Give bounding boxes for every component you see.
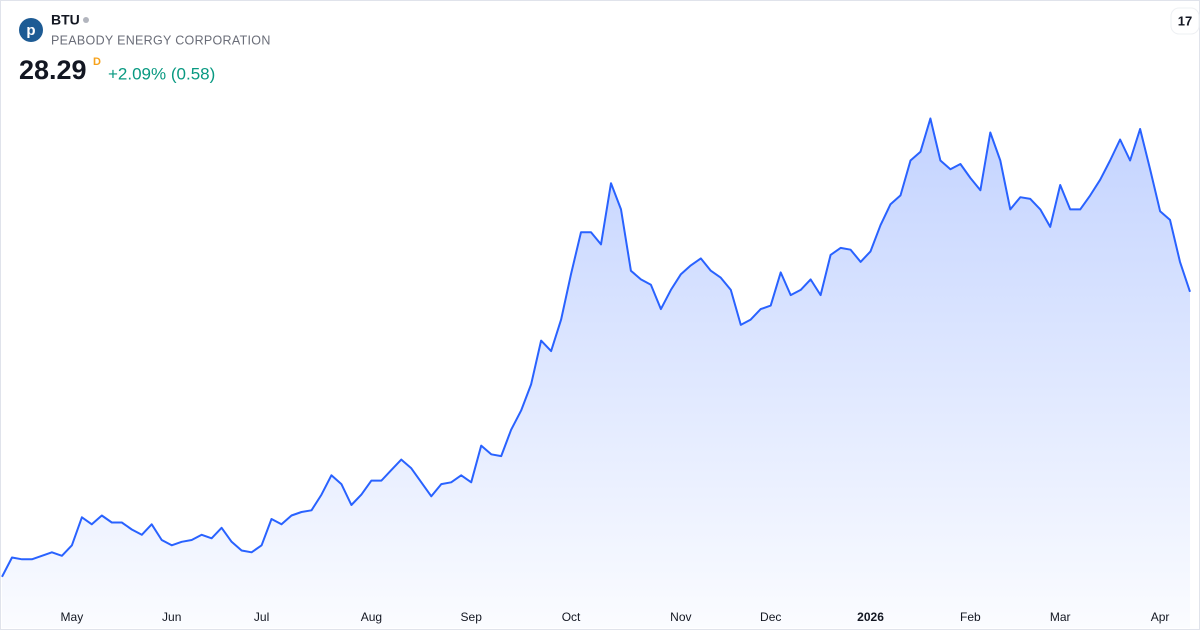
x-tick-label: Feb: [960, 610, 981, 624]
x-tick-label: Nov: [670, 610, 691, 624]
x-tick-label: May: [61, 610, 84, 624]
change: +2.09% (0.58): [108, 64, 215, 83]
x-tick-label: Mar: [1050, 610, 1071, 624]
x-tick-label: Sep: [461, 610, 483, 624]
price: 28.29: [19, 55, 87, 85]
x-tick-label: Oct: [562, 610, 581, 624]
interval: D: [93, 56, 101, 68]
x-tick-label: 2026: [857, 610, 884, 624]
x-tick-label: Jul: [254, 610, 269, 624]
x-tick-label: Dec: [760, 610, 781, 624]
x-tick-label: Apr: [1151, 610, 1170, 624]
x-tick-label: Jun: [162, 610, 181, 624]
x-tick-label: Aug: [361, 610, 382, 624]
price-line: [1, 117, 1191, 578]
company-name: PEABODY ENERGY CORPORATION: [51, 33, 271, 47]
plot-area: May Jun Jul Aug Sep Oct Nov Dec 2026 Feb Mar Apr: [1, 117, 1191, 628]
brand-badge: [1170, 7, 1200, 35]
status-dot: [83, 17, 89, 23]
symbol: BTU: [51, 12, 80, 28]
area-fill: [2, 118, 1190, 628]
logo: [19, 18, 43, 42]
logo-letter: p: [26, 22, 35, 39]
brand-logo: 17: [1178, 13, 1192, 28]
